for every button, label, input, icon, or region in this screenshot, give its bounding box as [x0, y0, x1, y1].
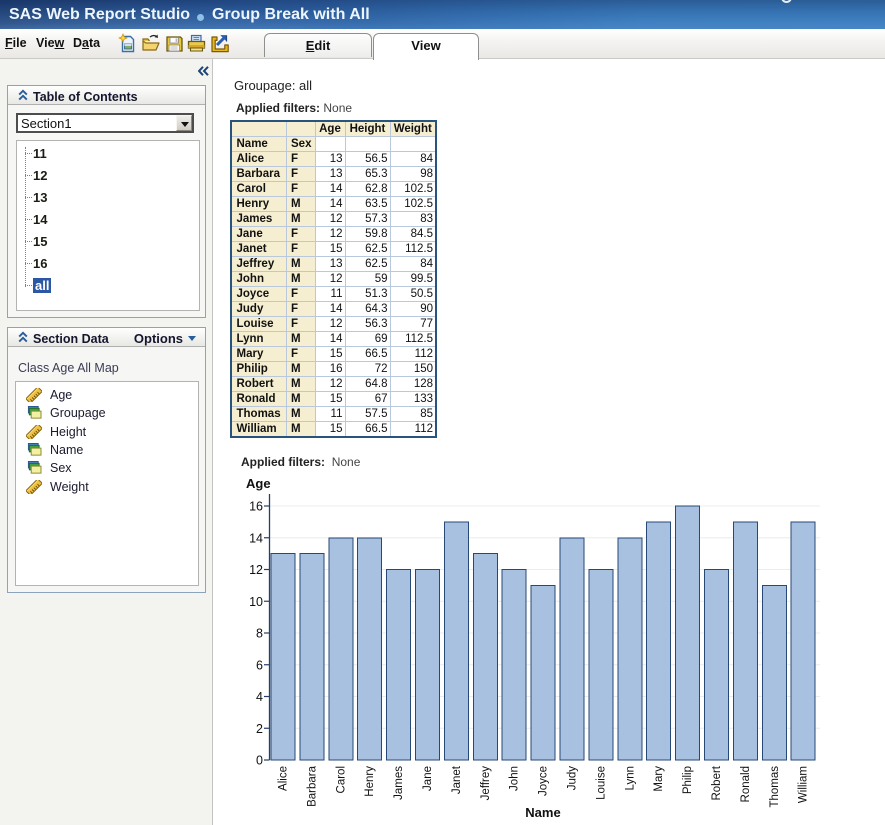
- svg-text:Jane: Jane: [422, 766, 434, 791]
- svg-text:Philip: Philip: [682, 766, 694, 794]
- svg-text:0: 0: [256, 754, 263, 768]
- svg-text:Barbara: Barbara: [306, 765, 318, 807]
- svg-text:12: 12: [249, 563, 263, 577]
- svg-text:John: John: [509, 766, 521, 791]
- svg-text:Henry: Henry: [364, 766, 376, 797]
- svg-text:16: 16: [249, 500, 263, 514]
- svg-text:8: 8: [256, 627, 263, 641]
- svg-text:Alice: Alice: [278, 766, 290, 791]
- svg-text:Judy: Judy: [567, 766, 579, 791]
- svg-text:4: 4: [256, 690, 263, 704]
- svg-text:Age: Age: [246, 476, 271, 491]
- svg-text:Name: Name: [525, 805, 560, 820]
- svg-text:2: 2: [256, 722, 263, 736]
- svg-text:Thomas: Thomas: [769, 766, 781, 808]
- svg-text:James: James: [393, 766, 405, 800]
- svg-text:Lynn: Lynn: [624, 766, 636, 791]
- svg-text:Robert: Robert: [711, 765, 723, 800]
- svg-text:Janet: Janet: [451, 765, 463, 794]
- svg-text:10: 10: [249, 595, 263, 609]
- svg-text:6: 6: [256, 658, 263, 672]
- svg-text:Jeffrey: Jeffrey: [480, 766, 492, 801]
- svg-text:Joyce: Joyce: [538, 766, 550, 796]
- svg-text:14: 14: [249, 531, 263, 545]
- svg-text:Carol: Carol: [335, 766, 347, 793]
- svg-text:Mary: Mary: [653, 766, 665, 792]
- svg-text:William: William: [798, 766, 810, 803]
- svg-text:Ronald: Ronald: [740, 766, 752, 802]
- svg-text:Louise: Louise: [595, 766, 607, 800]
